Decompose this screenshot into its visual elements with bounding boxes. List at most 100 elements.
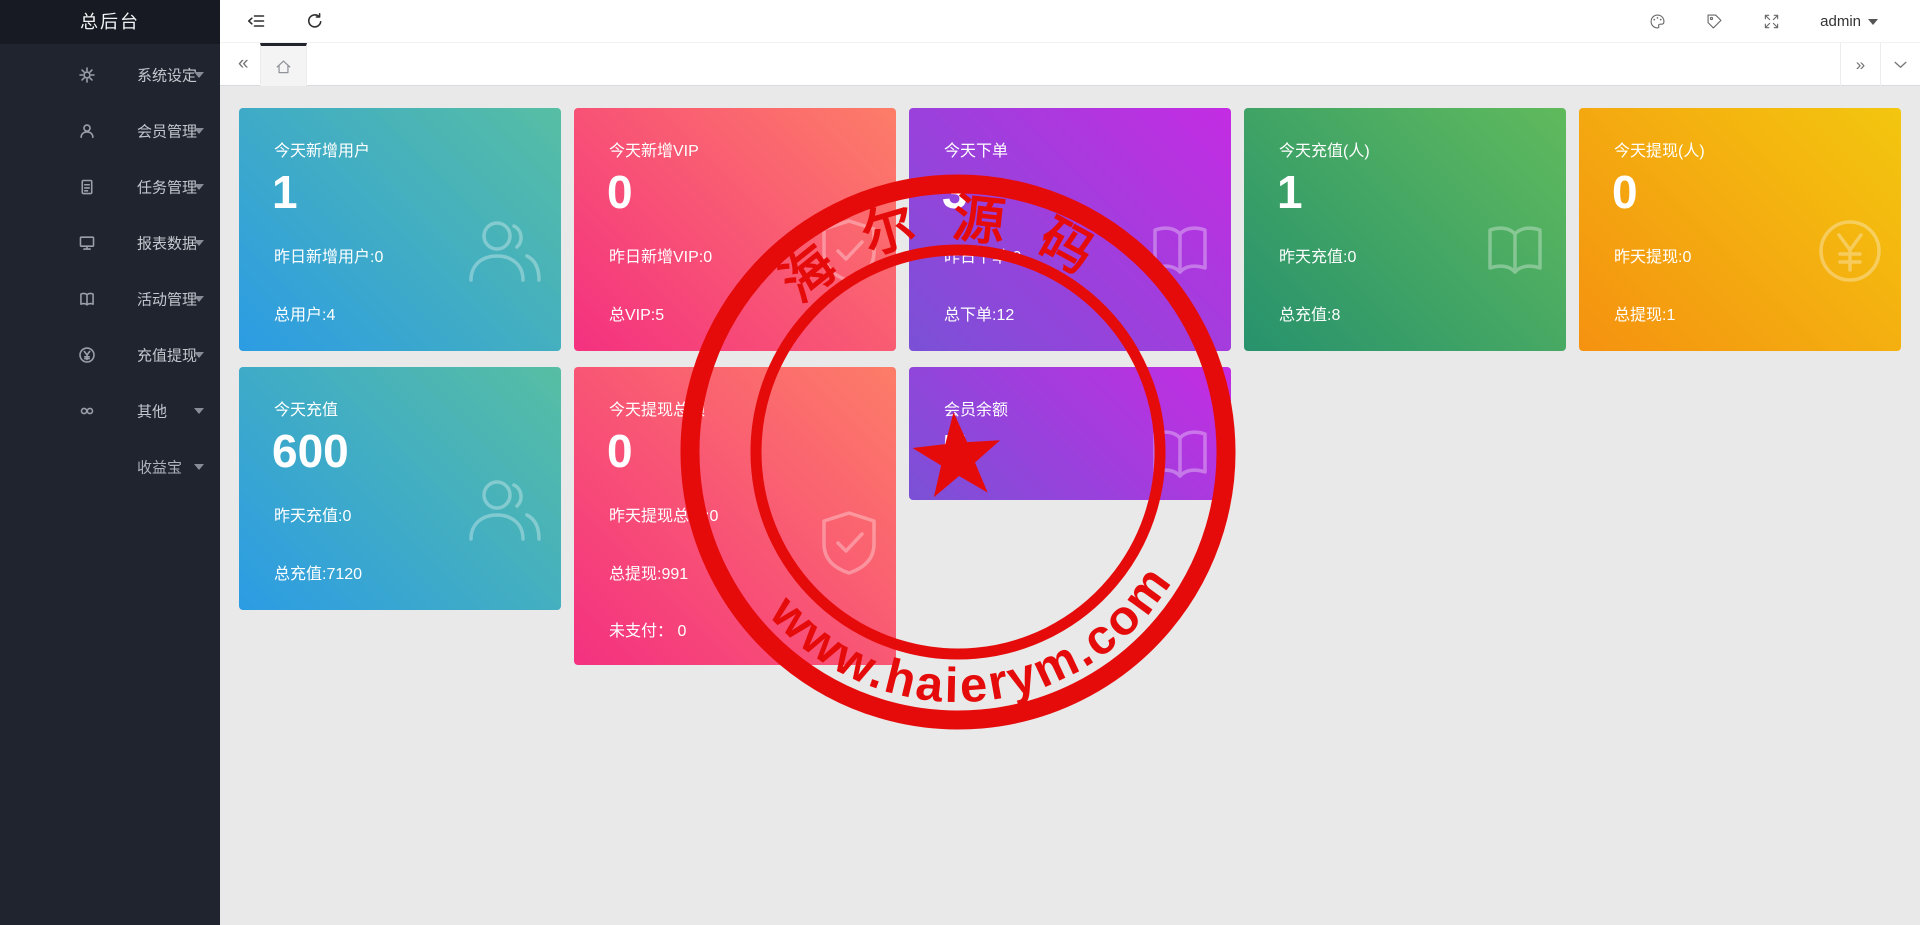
sidebar-item-members[interactable]: 会员管理 bbox=[0, 103, 220, 159]
home-icon bbox=[276, 59, 291, 73]
tag-icon[interactable] bbox=[1706, 13, 1723, 30]
sidebar-item-reports[interactable]: 报表数据 bbox=[0, 215, 220, 271]
card-title: 今天新增用户 bbox=[274, 143, 371, 160]
stat-card-new-vip: 今天新增VIP 0 昨日新增VIP:0 总VIP:5 bbox=[574, 108, 896, 351]
shield-icon bbox=[820, 510, 878, 576]
sidebar-menu: 系统设定 会员管理 任务管理 报表数据 活动管理 bbox=[0, 44, 220, 495]
yen-circle-icon bbox=[1817, 218, 1883, 284]
sidebar-item-label: 任务管理 bbox=[137, 179, 198, 197]
chevron-down-icon bbox=[194, 72, 204, 78]
sidebar-item-tasks[interactable]: 任务管理 bbox=[0, 159, 220, 215]
sidebar-item-label: 报表数据 bbox=[137, 235, 198, 253]
theme-palette-icon[interactable] bbox=[1649, 13, 1666, 30]
tab-menu-button[interactable] bbox=[1880, 43, 1920, 86]
card-line: 总提现:991 bbox=[609, 566, 689, 583]
card-title: 今天提现总额 bbox=[609, 402, 706, 419]
card-value: 600 bbox=[272, 425, 349, 477]
sidebar-item-label: 会员管理 bbox=[137, 123, 198, 141]
card-line: 昨天充值:0 bbox=[274, 508, 352, 525]
card-line: 昨天充值:0 bbox=[1279, 249, 1357, 266]
card-title: 今天提现(人) bbox=[1614, 143, 1705, 160]
chevron-down-icon bbox=[1868, 18, 1878, 25]
chevron-down-icon bbox=[194, 296, 204, 302]
gear-icon bbox=[78, 66, 96, 84]
chevron-down-icon bbox=[1894, 61, 1907, 68]
sidebar-item-label: 其他 bbox=[137, 403, 168, 421]
sidebar-item-label: 充值提现 bbox=[137, 347, 198, 365]
document-icon bbox=[78, 178, 96, 196]
user-menu[interactable]: admin bbox=[1820, 13, 1878, 30]
username: admin bbox=[1820, 13, 1861, 30]
app-title: 总后台 bbox=[0, 0, 220, 44]
open-book-icon bbox=[1482, 224, 1548, 278]
card-value: 1 bbox=[1277, 166, 1303, 218]
card-title: 今天新增VIP bbox=[609, 143, 699, 160]
chart-board-icon bbox=[78, 234, 96, 252]
card-title: 今天下单 bbox=[944, 143, 1009, 160]
stat-card-member-balance: 会员余额 5 bbox=[909, 367, 1231, 500]
card-line: 总VIP:5 bbox=[609, 307, 665, 324]
dashboard-content: 今天新增用户 1 昨日新增用户:0 总用户:4 今天新增VIP 0 昨日新增VI… bbox=[220, 86, 1920, 925]
stat-card-new-users: 今天新增用户 1 昨日新增用户:0 总用户:4 bbox=[239, 108, 561, 351]
users-icon bbox=[467, 218, 543, 284]
shield-icon bbox=[820, 218, 878, 284]
collapse-menu-icon[interactable] bbox=[247, 12, 267, 30]
card-value: 1 bbox=[272, 166, 298, 218]
card-title: 今天充值 bbox=[274, 402, 339, 419]
refresh-icon[interactable] bbox=[306, 12, 324, 30]
cards-row-1: 今天新增用户 1 昨日新增用户:0 总用户:4 今天新增VIP 0 昨日新增VI… bbox=[239, 108, 1901, 351]
card-title: 今天充值(人) bbox=[1279, 143, 1370, 160]
sidebar-item-activities[interactable]: 活动管理 bbox=[0, 271, 220, 327]
book-icon bbox=[78, 290, 96, 308]
open-book-icon bbox=[1147, 428, 1213, 482]
card-value: 0 bbox=[607, 166, 633, 218]
tabbar: « » bbox=[220, 43, 1920, 86]
card-line: 昨天提现:0 bbox=[1614, 249, 1692, 266]
sidebar-item-recharge-withdraw[interactable]: 充值提现 bbox=[0, 327, 220, 383]
card-value: 3 bbox=[942, 166, 968, 218]
stat-card-withdraw-total: 今天提现总额 0 昨天提现总额:0 总提现:991 未支付： 0 bbox=[574, 367, 896, 665]
sidebar-item-shouyibao[interactable]: 收益宝 bbox=[0, 439, 220, 495]
infinity-icon bbox=[78, 402, 96, 420]
card-line: 昨日下单:0 bbox=[944, 249, 1022, 266]
sidebar-item-system-settings[interactable]: 系统设定 bbox=[0, 47, 220, 103]
card-line: 总用户:4 bbox=[274, 307, 336, 324]
sidebar-item-label: 活动管理 bbox=[137, 291, 198, 309]
card-line: 总充值:8 bbox=[1279, 307, 1341, 324]
yen-icon bbox=[78, 346, 96, 364]
open-book-icon bbox=[1147, 224, 1213, 278]
scroll-tabs-left-button[interactable]: « bbox=[238, 53, 249, 74]
card-line: 未支付： 0 bbox=[609, 623, 687, 640]
sidebar: 总后台 系统设定 会员管理 任务管理 报表数据 bbox=[0, 0, 220, 925]
chevron-down-icon bbox=[194, 352, 204, 358]
chevron-down-icon bbox=[194, 128, 204, 134]
users-icon bbox=[467, 477, 543, 543]
card-line: 总提现:1 bbox=[1614, 307, 1676, 324]
sidebar-item-other[interactable]: 其他 bbox=[0, 383, 220, 439]
card-value: 0 bbox=[607, 425, 633, 477]
stat-card-orders: 今天下单 3 昨日下单:0 总下单:12 bbox=[909, 108, 1231, 351]
card-value: 0 bbox=[1612, 166, 1638, 218]
sidebar-item-label: 收益宝 bbox=[137, 459, 183, 477]
card-line: 昨天提现总额:0 bbox=[609, 508, 719, 525]
chevron-down-icon bbox=[194, 408, 204, 414]
topbar: admin bbox=[220, 0, 1920, 43]
card-value: 5 bbox=[942, 425, 968, 477]
stat-card-recharge-amount: 今天充值 600 昨天充值:0 总充值:7120 bbox=[239, 367, 561, 610]
card-line: 昨日新增用户:0 bbox=[274, 249, 384, 266]
tab-home[interactable] bbox=[260, 43, 307, 86]
chevron-down-icon bbox=[194, 184, 204, 190]
topbar-right: admin bbox=[1649, 0, 1878, 43]
chevron-down-icon bbox=[194, 464, 204, 470]
fullscreen-icon[interactable] bbox=[1763, 13, 1780, 30]
user-icon bbox=[78, 122, 96, 140]
scroll-tabs-right-button[interactable]: » bbox=[1840, 43, 1880, 86]
card-line: 总充值:7120 bbox=[274, 566, 363, 583]
card-line: 昨日新增VIP:0 bbox=[609, 249, 713, 266]
stat-card-recharge-people: 今天充值(人) 1 昨天充值:0 总充值:8 bbox=[1244, 108, 1566, 351]
card-line: 总下单:12 bbox=[944, 307, 1015, 324]
chevron-down-icon bbox=[194, 240, 204, 246]
card-title: 会员余额 bbox=[944, 402, 1009, 419]
stat-card-withdraw-people: 今天提现(人) 0 昨天提现:0 总提现:1 bbox=[1579, 108, 1901, 351]
